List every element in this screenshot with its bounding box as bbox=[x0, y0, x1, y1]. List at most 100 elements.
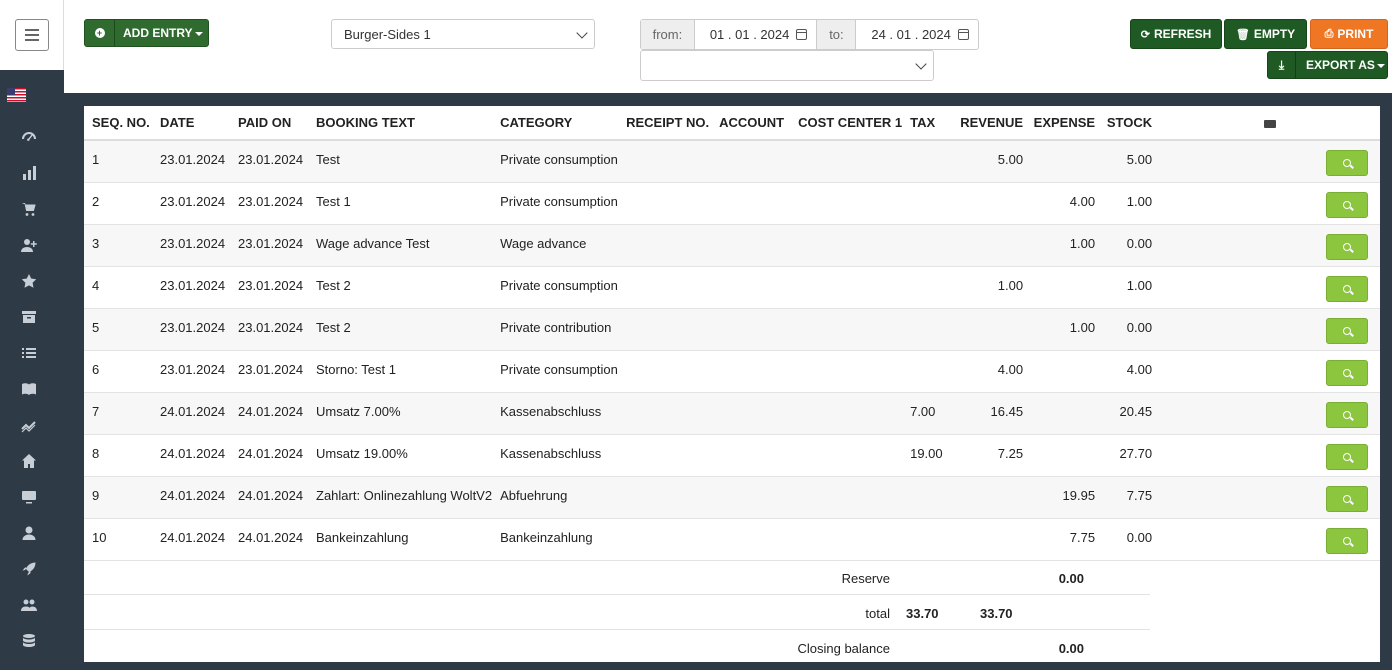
export-as-button[interactable]: ⤓ EXPORT AS bbox=[1267, 51, 1388, 79]
table-row[interactable]: 5 23.01.2024 23.01.2024 Test 2 Private contr… bbox=[84, 308, 1380, 351]
cell-paid-on: 24.01.2024 bbox=[230, 518, 308, 561]
total-tax-value: 33.70 bbox=[906, 606, 939, 621]
star-icon[interactable] bbox=[20, 272, 38, 290]
cell-actions bbox=[1160, 350, 1380, 393]
cell-receipt-no bbox=[618, 476, 712, 519]
closing-balance-label: Closing balance bbox=[797, 641, 890, 656]
view-entry-search-button[interactable] bbox=[1326, 485, 1368, 512]
cell-seq-no: 3 bbox=[84, 224, 152, 267]
col-cost-center[interactable]: COST CENTER 1 bbox=[790, 106, 903, 141]
view-entry-search-button[interactable] bbox=[1326, 359, 1368, 386]
menu-toggle-button[interactable] bbox=[14, 19, 49, 51]
trash-icon: 🗑 bbox=[1235, 28, 1250, 41]
cell-receipt-no bbox=[618, 224, 712, 267]
table-row[interactable]: 7 24.01.2024 24.01.2024 Umsatz 7.00% Kassena… bbox=[84, 392, 1380, 435]
empty-button[interactable]: 🗑 EMPTY bbox=[1224, 19, 1307, 49]
hamburger-bar bbox=[24, 29, 39, 31]
secondary-select[interactable] bbox=[640, 50, 934, 81]
print-button[interactable]: ⎙ PRINT bbox=[1310, 19, 1388, 49]
gauge-icon[interactable] bbox=[20, 128, 38, 146]
cell-stock: 0.00 bbox=[1103, 224, 1161, 267]
calendar-icon[interactable] bbox=[796, 29, 808, 40]
cell-expense: 4.00 bbox=[1031, 182, 1104, 225]
cell-paid-on: 23.01.2024 bbox=[230, 350, 308, 393]
cell-receipt-no bbox=[618, 182, 712, 225]
cart-icon[interactable] bbox=[20, 200, 38, 218]
table-row[interactable]: 4 23.01.2024 23.01.2024 Test 2 Private consu… bbox=[84, 266, 1380, 309]
col-date[interactable]: DATE bbox=[152, 106, 230, 141]
cell-expense: 1.00 bbox=[1031, 224, 1104, 267]
view-entry-search-button[interactable] bbox=[1326, 150, 1368, 176]
cell-cost-center bbox=[790, 434, 903, 477]
keyboard-icon[interactable] bbox=[1264, 119, 1277, 128]
cell-revenue bbox=[948, 308, 1032, 351]
cell-booking-text: Umsatz 19.00% bbox=[308, 434, 493, 477]
col-revenue[interactable]: REVENUE bbox=[948, 106, 1032, 141]
refresh-button[interactable]: ⟳ REFRESH bbox=[1130, 19, 1222, 49]
trend-icon[interactable] bbox=[20, 416, 38, 434]
col-expense[interactable]: EXPENSE bbox=[1031, 106, 1104, 141]
table-row[interactable]: 2 23.01.2024 23.01.2024 Test 1 Private consu… bbox=[84, 182, 1380, 225]
view-entry-search-button[interactable] bbox=[1326, 527, 1368, 554]
sidebar-header bbox=[0, 0, 64, 70]
user-plus-icon[interactable] bbox=[20, 236, 38, 254]
cell-paid-on: 23.01.2024 bbox=[230, 224, 308, 267]
to-date-value: 24 . 01 . 2024 bbox=[871, 27, 951, 42]
print-label: PRINT bbox=[1337, 27, 1374, 41]
archive-icon[interactable] bbox=[20, 308, 38, 326]
col-booking-text[interactable]: BOOKING TEXT bbox=[308, 106, 493, 141]
us-flag-icon[interactable] bbox=[7, 88, 26, 102]
cell-stock: 7.75 bbox=[1103, 476, 1161, 519]
col-category[interactable]: CATEGORY bbox=[492, 106, 619, 141]
cell-seq-no: 8 bbox=[84, 434, 152, 477]
store-select-value: Burger-Sides 1 bbox=[344, 26, 431, 42]
cell-cost-center bbox=[790, 140, 903, 183]
table-row[interactable]: 8 24.01.2024 24.01.2024 Umsatz 19.00% Kassen… bbox=[84, 434, 1380, 477]
store-select[interactable]: Burger-Sides 1 bbox=[331, 19, 595, 49]
home-icon[interactable] bbox=[20, 452, 38, 470]
table-row[interactable]: 1 23.01.2024 23.01.2024 Test Private consump… bbox=[84, 140, 1380, 183]
cell-actions bbox=[1160, 476, 1380, 519]
calendar-icon[interactable] bbox=[957, 29, 969, 40]
view-entry-search-button[interactable] bbox=[1326, 317, 1368, 344]
table-row[interactable]: 3 23.01.2024 23.01.2024 Wage advance Test Wa… bbox=[84, 224, 1380, 267]
cell-paid-on: 23.01.2024 bbox=[230, 266, 308, 309]
add-entry-button[interactable]: + ADD ENTRY bbox=[84, 19, 209, 47]
list-icon[interactable] bbox=[20, 344, 38, 362]
from-date-input[interactable]: 01 . 01 . 2024 bbox=[695, 20, 817, 49]
to-date-input[interactable]: 24 . 01 . 2024 bbox=[856, 20, 978, 49]
col-seq-no[interactable]: SEQ. NO. bbox=[84, 106, 152, 141]
view-entry-search-button[interactable] bbox=[1326, 401, 1368, 428]
view-entry-search-button[interactable] bbox=[1326, 275, 1368, 302]
table-row[interactable]: 10 24.01.2024 24.01.2024 Bankeinzahlung Bank… bbox=[84, 518, 1380, 561]
user-icon[interactable] bbox=[20, 524, 38, 542]
col-tax[interactable]: TAX bbox=[902, 106, 949, 141]
cell-revenue bbox=[948, 518, 1032, 561]
database-icon[interactable] bbox=[20, 632, 38, 650]
cell-category: Private contribution bbox=[492, 308, 619, 351]
closing-balance-value: 0.00 bbox=[1058, 641, 1084, 656]
book-icon[interactable] bbox=[20, 380, 38, 398]
cell-category: Private consumption bbox=[492, 350, 619, 393]
monitor-icon[interactable] bbox=[20, 488, 38, 506]
view-entry-search-button[interactable] bbox=[1326, 191, 1368, 218]
table-row[interactable]: 9 24.01.2024 24.01.2024 Zahlart: Onlinezahl… bbox=[84, 476, 1380, 519]
cell-stock: 5.00 bbox=[1103, 140, 1161, 183]
view-entry-search-button[interactable] bbox=[1326, 233, 1368, 260]
rocket-icon[interactable] bbox=[20, 560, 38, 578]
cell-category: Kassenabschluss bbox=[492, 392, 619, 435]
cell-actions bbox=[1160, 266, 1380, 309]
cell-booking-text: Storno: Test 1 bbox=[308, 350, 493, 393]
cell-tax: 19.00 bbox=[902, 434, 949, 477]
bar-chart-icon[interactable] bbox=[20, 164, 38, 182]
col-paid-on[interactable]: PAID ON bbox=[230, 106, 308, 141]
col-receipt-no[interactable]: RECEIPT NO. bbox=[618, 106, 712, 141]
table-header-row: SEQ. NO. DATE PAID ON BOOKING TEXT CATEG… bbox=[84, 106, 1380, 141]
col-account[interactable]: ACCOUNT bbox=[711, 106, 791, 141]
table-row[interactable]: 6 23.01.2024 23.01.2024 Storno: Test 1 Priva… bbox=[84, 350, 1380, 393]
cell-category: Wage advance bbox=[492, 224, 619, 267]
cell-booking-text: Wage advance Test bbox=[308, 224, 493, 267]
view-entry-search-button[interactable] bbox=[1326, 443, 1368, 470]
users-icon[interactable] bbox=[20, 596, 38, 614]
col-stock[interactable]: STOCK bbox=[1103, 106, 1161, 141]
